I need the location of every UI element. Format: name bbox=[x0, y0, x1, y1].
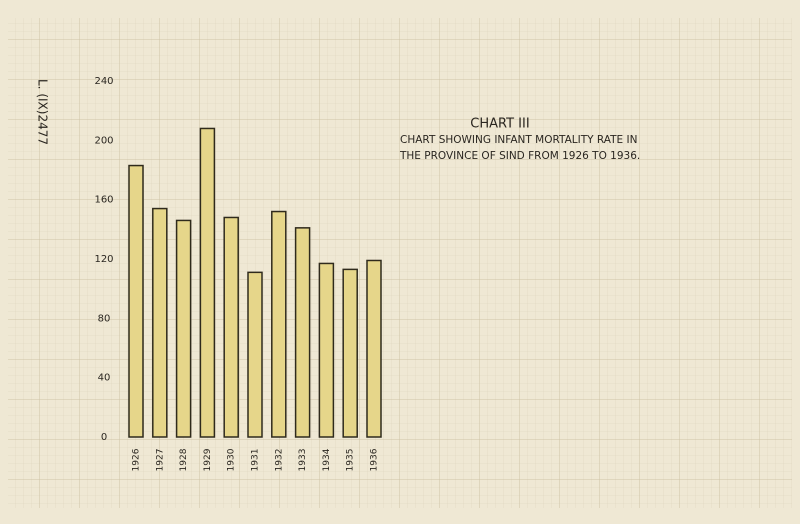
x-tick-label: 1930 bbox=[227, 448, 237, 471]
y-tick-label: 80 bbox=[98, 313, 111, 324]
x-tick-label: 1931 bbox=[251, 449, 261, 472]
bar bbox=[271, 210, 287, 438]
y-tick-label: 40 bbox=[98, 373, 111, 384]
bar bbox=[247, 271, 263, 438]
bar bbox=[128, 164, 144, 438]
bar bbox=[342, 268, 358, 438]
bar bbox=[318, 262, 335, 438]
y-tick-label: 120 bbox=[94, 254, 113, 265]
x-tick-label: 1932 bbox=[274, 449, 284, 472]
bar bbox=[366, 259, 382, 438]
y-tick-label: 200 bbox=[94, 135, 113, 146]
bar bbox=[152, 207, 168, 438]
y-tick-label: 160 bbox=[94, 195, 113, 206]
bar bbox=[175, 219, 192, 438]
annotation: L. (IX)2477 bbox=[36, 79, 50, 145]
x-tick-label: 1926 bbox=[132, 448, 142, 471]
bar bbox=[223, 216, 239, 438]
x-tick-label: 1935 bbox=[346, 449, 356, 472]
graph-paper bbox=[8, 18, 792, 508]
subtitle: THE PROVINCE OF SIND FROM 1926 TO 1936. bbox=[399, 150, 640, 162]
x-tick-label: 1929 bbox=[203, 448, 213, 471]
x-tick-label: 1933 bbox=[298, 449, 308, 472]
x-tick-label: 1928 bbox=[179, 448, 189, 471]
y-tick-label: 0 bbox=[101, 432, 107, 443]
subtitle: CHART SHOWING INFANT MORTALITY RATE IN bbox=[400, 134, 637, 146]
bar bbox=[294, 227, 311, 438]
x-tick-label: 1934 bbox=[322, 448, 332, 471]
x-tick-label: 1936 bbox=[370, 448, 380, 471]
x-tick-label: 1927 bbox=[155, 449, 165, 472]
bar bbox=[199, 127, 216, 438]
y-tick-label: 240 bbox=[94, 76, 113, 87]
chart-title: CHART III bbox=[470, 117, 529, 132]
